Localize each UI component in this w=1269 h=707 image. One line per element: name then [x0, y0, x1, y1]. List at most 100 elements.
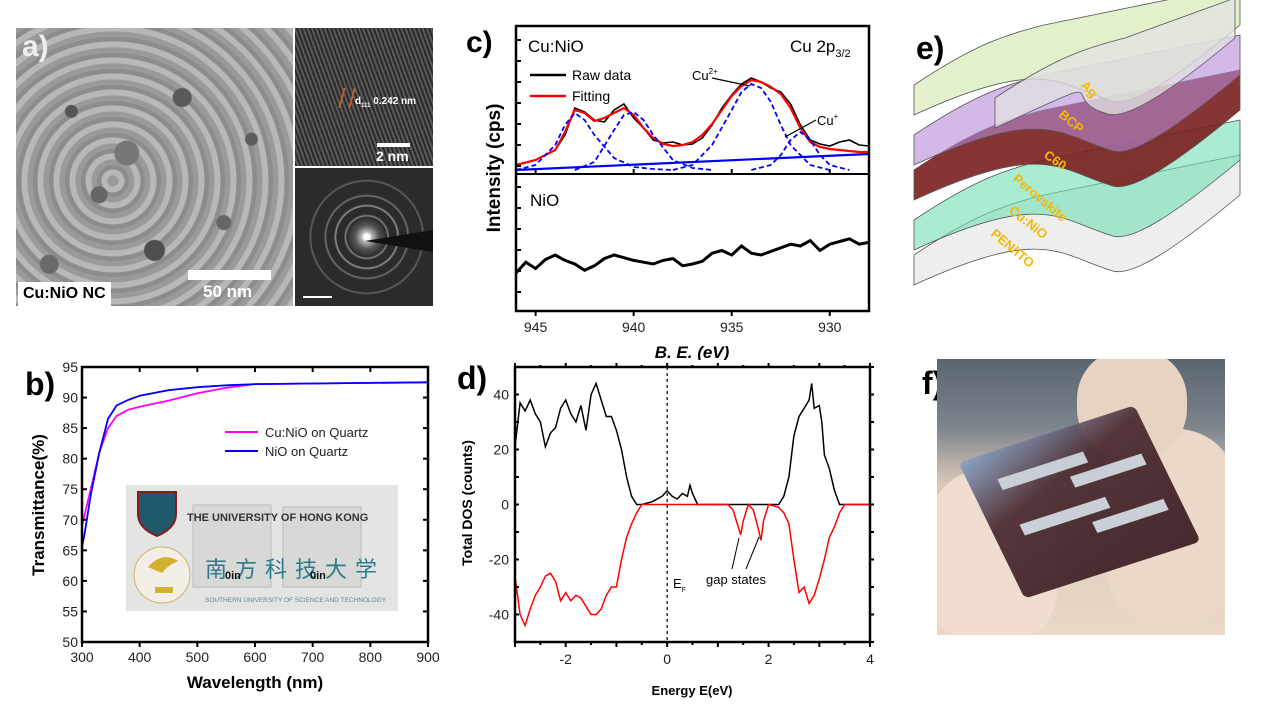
x-tick-label: 900 — [416, 649, 440, 665]
sample-slide-1 — [192, 504, 272, 588]
annotation-cu2plus-sup: 2+ — [709, 67, 718, 76]
y-tick-label: 80 — [62, 451, 78, 467]
xps-frame — [514, 24, 871, 313]
x-tick-label: 2 — [765, 651, 773, 667]
y-tick-label: 60 — [62, 573, 78, 589]
y-tick-label: 20 — [493, 442, 509, 458]
annotation-cuplus: Cu+ — [817, 112, 839, 128]
y-tick-label: 50 — [62, 634, 78, 650]
scale-bar-50nm — [188, 270, 271, 280]
xps-series-4 — [672, 82, 831, 171]
legend-label-cunio: Cu:NiO on Quartz — [265, 425, 368, 440]
fermi-sub: F — [682, 587, 686, 594]
x-tick-label: 400 — [128, 649, 152, 665]
y-tick-label: 75 — [62, 481, 78, 497]
x-tick-label: 0 — [663, 651, 671, 667]
y-tick-label: -20 — [489, 552, 509, 568]
x-tick-label: 935 — [720, 319, 744, 335]
d-spacing-annotation: d111 0.242 nm — [355, 96, 416, 109]
y-tick-label: 55 — [62, 603, 78, 619]
xps-title-sub: 3/2 — [835, 48, 850, 60]
x-tick-label: 300 — [70, 649, 94, 665]
sustech-emblem-icon — [148, 557, 178, 593]
x-tick-label: 930 — [818, 319, 842, 335]
scale-bar-2nm — [377, 143, 410, 147]
legend-label-raw: Raw data — [572, 67, 631, 83]
legend-label-fit: Fitting — [572, 88, 610, 104]
dos-series-1 — [514, 503, 870, 628]
y-tick-label: -40 — [489, 607, 509, 623]
xps-xlabel: B. E. (eV) — [655, 343, 730, 360]
panel-label-a: a) — [22, 30, 49, 63]
panel-label-d: d) — [457, 360, 488, 396]
dos-ylabel: Total DOS (counts) — [459, 440, 475, 566]
xps-title-right: Cu 2p3/2 — [790, 37, 851, 60]
y-tick-label: 70 — [62, 512, 78, 528]
y-tick-label: 85 — [62, 420, 78, 436]
series-line-1 — [81, 381, 429, 548]
x-tick-label: 945 — [524, 319, 548, 335]
d-value: 0.242 nm — [373, 96, 417, 107]
y-tick-label: 40 — [493, 387, 509, 403]
xps-sample-bottom: NiO — [530, 191, 559, 210]
xps-sample-top: Cu:NiO — [528, 37, 584, 56]
y-tick-label: 65 — [62, 542, 78, 558]
inset-text-hku: THE UNIVERSITY OF HONG KONG — [187, 512, 368, 524]
gap-arrow-1 — [731, 537, 740, 570]
fermi-level-label: EF — [673, 576, 686, 594]
annotation-cuplus-text: Cu — [817, 113, 834, 128]
device-photo — [937, 359, 1225, 635]
xps-series-6 — [515, 152, 870, 172]
saed-scale-bar — [303, 296, 332, 298]
annotation-cu2plus: Cu2+ — [692, 67, 718, 83]
xps-chart: 945 940 935 930 Cu:NiO Cu 2p3/2 NiO Raw dat… — [484, 24, 871, 360]
hrtem-image — [295, 28, 433, 166]
d-symbol: d — [355, 96, 362, 107]
y-tick-label: 95 — [62, 359, 78, 375]
y-tick-label: 0 — [501, 497, 509, 513]
x-tick-label: 600 — [243, 649, 267, 665]
xps-series-2 — [515, 111, 673, 171]
hku-crest-icon — [137, 491, 177, 538]
y-tick-label: 90 — [62, 390, 78, 406]
dos-xlabel: Energy E(eV) — [652, 683, 733, 698]
x-tick-label: 800 — [359, 649, 383, 665]
x-tick-label: 700 — [301, 649, 325, 665]
sample-label: Cu:NiO NC — [18, 282, 111, 306]
sample-mark: 0in — [310, 570, 326, 582]
layer-ag — [994, 0, 1236, 129]
sustech-logo-icon — [133, 546, 191, 604]
x-tick-label: 940 — [622, 319, 646, 335]
inset-text-chinese: 南方科技大学 — [205, 557, 385, 582]
d-subscript: 111 — [361, 103, 371, 109]
transmittance-xlabel: Wavelength (nm) — [187, 673, 323, 692]
tem-image — [16, 28, 293, 306]
sample-slide-2 — [282, 506, 362, 588]
arrow-cu2plus — [711, 77, 751, 87]
inset-text-sustech: SOUTHERN UNIVERSITY OF SCIENCE AND TECHN… — [205, 597, 387, 604]
gap-arrow-2 — [745, 536, 760, 570]
nio-series — [514, 237, 870, 275]
x-tick-label: 4 — [866, 651, 874, 667]
panel-label-c: c) — [466, 26, 493, 59]
xps-title-main: Cu 2p — [790, 37, 835, 56]
xps-series-5 — [751, 130, 850, 171]
sample-mark: 0in — [225, 570, 241, 582]
x-tick-label: 500 — [186, 649, 210, 665]
annotation-cuplus-sup: + — [834, 112, 839, 121]
annotation-cu2plus-text: Cu — [692, 68, 709, 83]
gap-states-label: gap states — [706, 572, 766, 587]
scale-bar-label-50nm: 50 nm — [203, 282, 253, 301]
legend-label-nio: NiO on Quartz — [265, 444, 348, 459]
arrow-cuplus — [784, 119, 817, 138]
xps-ylabel: Intensity (cps) — [484, 104, 505, 233]
scale-bar-label-2nm: 2 nm — [376, 148, 409, 164]
x-tick-label: -2 — [559, 651, 572, 667]
transmittance-chart: THE UNIVERSITY OF HONG KONG 南方科技大学 SOUTHER… — [29, 359, 440, 692]
dos-series-0 — [514, 381, 870, 506]
transmittance-ylabel: Transmittance(%) — [29, 434, 48, 576]
panel-label-b: b) — [25, 366, 56, 402]
panel-label-e: e) — [916, 30, 945, 66]
